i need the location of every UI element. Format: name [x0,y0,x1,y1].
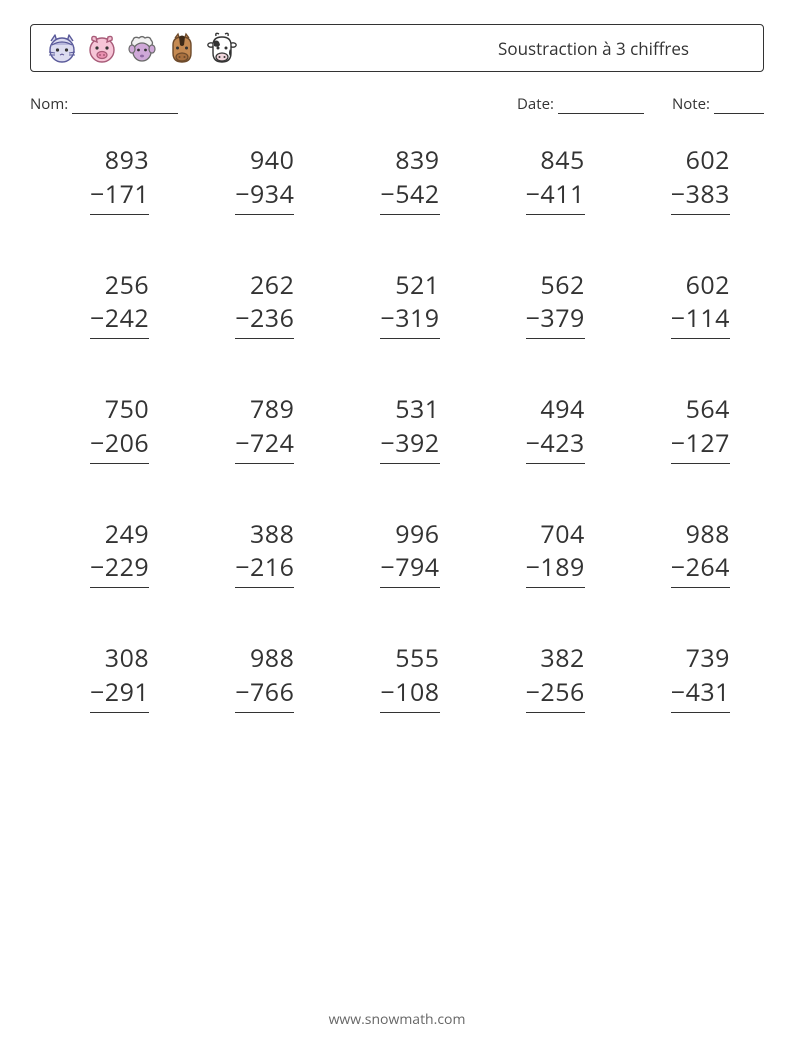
minuend: 262 [250,269,294,303]
problem: 893−171 [34,144,179,215]
minuend: 839 [395,144,439,178]
name-label: Nom: [30,94,68,114]
date-label: Date: [517,94,554,114]
subtrahend: −242 [90,302,149,339]
subtrahend: −127 [671,427,730,464]
problem: 564−127 [615,393,760,464]
cat-icon [45,31,79,65]
problem: 750−206 [34,393,179,464]
problem: 562−379 [470,269,615,340]
subtrahend: −379 [526,302,585,339]
cow-icon [205,31,239,65]
minuend: 988 [686,518,730,552]
worksheet-title: Soustraction à 3 chiffres [498,37,689,60]
date-field: Date: [517,94,644,114]
minuend: 382 [540,642,584,676]
name-blank [72,100,178,114]
problem: 789−724 [179,393,324,464]
minuend: 555 [395,642,439,676]
minuend: 564 [686,393,730,427]
problem: 262−236 [179,269,324,340]
minuend: 996 [395,518,439,552]
minuend: 893 [105,144,149,178]
subtrahend: −392 [380,427,439,464]
problem: 521−319 [324,269,469,340]
subtrahend: −264 [671,551,730,588]
problem: 555−108 [324,642,469,713]
note-label: Note: [672,94,710,114]
problem: 996−794 [324,518,469,589]
subtrahend: −256 [526,676,585,713]
minuend: 562 [540,269,584,303]
minuend: 249 [105,518,149,552]
pig-icon [85,31,119,65]
minuend: 602 [686,269,730,303]
subtrahend: −236 [235,302,294,339]
subtrahend: −794 [380,551,439,588]
minuend: 845 [540,144,584,178]
problems-grid: 893−171940−934839−542845−411602−383256−2… [30,144,764,713]
minuend: 739 [686,642,730,676]
minuend: 308 [105,642,149,676]
problem: 308−291 [34,642,179,713]
problem: 839−542 [324,144,469,215]
problem: 704−189 [470,518,615,589]
problem: 382−256 [470,642,615,713]
minuend: 704 [540,518,584,552]
subtrahend: −383 [671,178,730,215]
subtrahend: −431 [671,676,730,713]
minuend: 789 [250,393,294,427]
footer-text: www.snowmath.com [0,1010,794,1029]
minuend: 494 [540,393,584,427]
problem: 602−114 [615,269,760,340]
subtrahend: −291 [90,676,149,713]
problem: 845−411 [470,144,615,215]
name-field: Nom: [30,94,178,114]
problem: 388−216 [179,518,324,589]
subtrahend: −542 [380,178,439,215]
subtrahend: −171 [90,178,149,215]
subtrahend: −934 [235,178,294,215]
minuend: 531 [395,393,439,427]
problem: 249−229 [34,518,179,589]
subtrahend: −114 [671,302,730,339]
header-box: Soustraction à 3 chiffres [30,24,764,72]
minuend: 256 [105,269,149,303]
problem: 531−392 [324,393,469,464]
problem: 988−766 [179,642,324,713]
problem: 256−242 [34,269,179,340]
problem: 988−264 [615,518,760,589]
problem: 602−383 [615,144,760,215]
minuend: 940 [250,144,294,178]
subtrahend: −423 [526,427,585,464]
problem: 739−431 [615,642,760,713]
note-blank [714,100,764,114]
sheep-icon [125,31,159,65]
date-blank [558,100,644,114]
subtrahend: −319 [380,302,439,339]
subtrahend: −189 [526,551,585,588]
fields-row: Nom: Date: Note: [30,94,764,114]
minuend: 988 [250,642,294,676]
subtrahend: −724 [235,427,294,464]
minuend: 388 [250,518,294,552]
subtrahend: −206 [90,427,149,464]
subtrahend: −229 [90,551,149,588]
animal-icons-row [45,31,239,65]
subtrahend: −216 [235,551,294,588]
subtrahend: −411 [526,178,585,215]
subtrahend: −108 [380,676,439,713]
note-field: Note: [672,94,764,114]
problem: 494−423 [470,393,615,464]
subtrahend: −766 [235,676,294,713]
minuend: 521 [395,269,439,303]
problem: 940−934 [179,144,324,215]
horse-icon [165,31,199,65]
minuend: 602 [686,144,730,178]
minuend: 750 [105,393,149,427]
